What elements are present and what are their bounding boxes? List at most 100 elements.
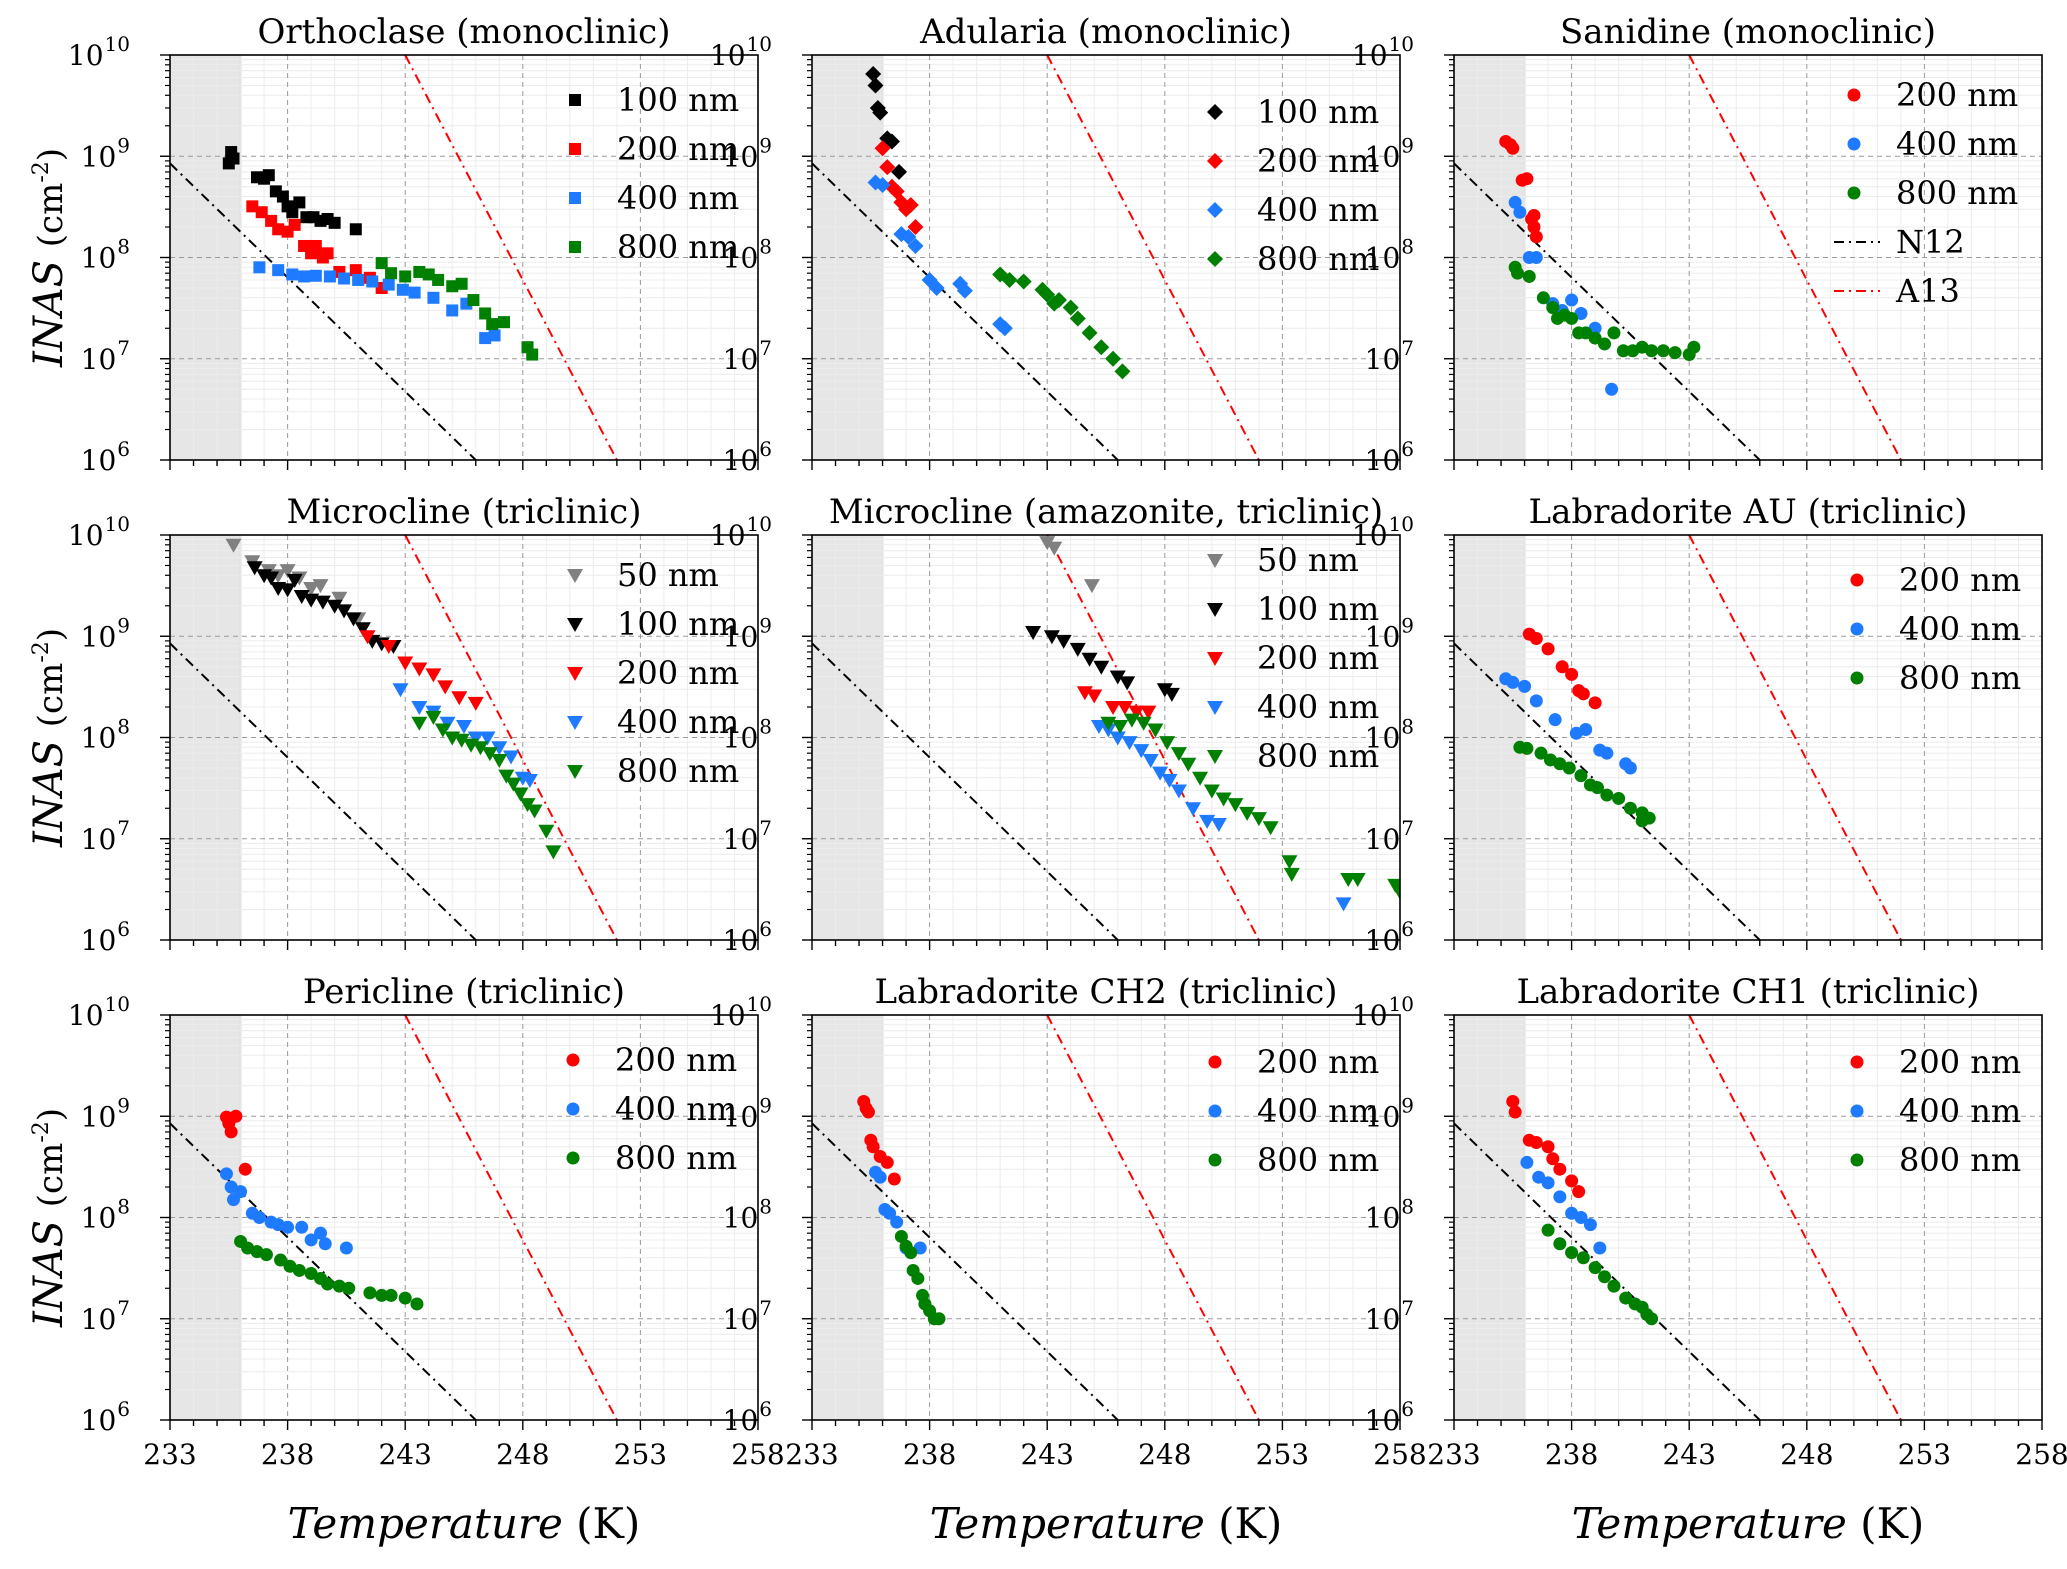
panel-title: Sanidine (monoclinic)	[1560, 12, 1936, 52]
legend-marker-200-nm	[1208, 1055, 1222, 1069]
data-points	[1506, 1094, 1659, 1326]
legend: 200 nm 400 nm 800 nm N12 A13	[1834, 76, 2018, 310]
data-point	[467, 696, 484, 711]
x-tick-label: 248	[1138, 1438, 1191, 1471]
data-point	[262, 169, 275, 182]
panel-title: Labradorite CH1 (triclinic)	[1516, 972, 1979, 1012]
legend-marker-400-nm	[1850, 622, 1864, 636]
series-100-nm	[865, 65, 908, 180]
legend-label: 200 nm	[1257, 142, 1379, 180]
data-point	[1135, 716, 1152, 731]
y-axis-label: INAS (cm-2)	[26, 148, 72, 368]
x-ticks	[811, 940, 1401, 950]
data-point	[1572, 684, 1586, 698]
data-point	[491, 741, 508, 756]
data-point	[363, 1286, 377, 1300]
data-point	[1508, 195, 1522, 209]
legend-label: N12	[1896, 223, 1965, 261]
data-point	[887, 1172, 901, 1186]
data-point	[408, 286, 421, 299]
y-ticks	[802, 54, 812, 461]
x-tick-label: 253	[614, 1438, 667, 1471]
legend: 100 nm 200 nm 400 nm 800 nm	[569, 81, 739, 266]
legend-label: 200 nm	[1899, 561, 2021, 599]
data-points	[865, 65, 1131, 380]
y-tick-exponent: 7	[759, 816, 772, 840]
data-point	[883, 133, 900, 150]
legend-label: 400 nm	[1899, 1092, 2021, 1130]
y-tick-exponent: 6	[117, 437, 130, 461]
y-axis-label: INAS (cm-2)	[26, 1108, 72, 1328]
x-ticks	[1453, 940, 2043, 950]
series-800-nm	[411, 710, 562, 860]
x-tick-label: 243	[378, 1438, 431, 1471]
reference-lines	[1454, 1015, 1902, 1420]
data-point	[1506, 675, 1520, 689]
data-point	[321, 1277, 335, 1291]
y-tick-label: 106	[723, 1397, 772, 1437]
data-point	[488, 329, 501, 342]
y-tick-exponent: 8	[1401, 715, 1414, 739]
data-point	[1541, 1223, 1555, 1237]
data-point	[1506, 141, 1520, 155]
data-point	[279, 564, 296, 579]
n12-line	[170, 642, 477, 940]
series-400-nm	[219, 1167, 353, 1255]
a13-line	[1688, 1015, 1902, 1420]
legend-marker-400-nm	[1207, 202, 1223, 218]
data-point	[338, 272, 351, 285]
data-point	[1529, 694, 1543, 708]
y-tick-exponent: 10	[1389, 512, 1414, 536]
data-point	[1607, 326, 1621, 340]
data-point	[303, 581, 320, 596]
data-point	[1579, 722, 1593, 736]
data-point	[272, 264, 285, 277]
x-axis-label-main: Temperature	[288, 1499, 577, 1548]
y-tick-exponent: 9	[1401, 1093, 1414, 1117]
data-point	[1105, 701, 1122, 716]
y-axis-label-close: )	[31, 148, 71, 161]
y-tick-exponent: 8	[759, 715, 772, 739]
legend-marker-800-nm	[569, 241, 581, 253]
data-point	[1283, 867, 1300, 882]
data-point	[1392, 885, 1400, 900]
series-400-nm	[1090, 719, 1352, 912]
a13-line	[1688, 55, 1902, 460]
legend-label: A13	[1895, 272, 1960, 310]
panel-title: Microcline (amazonite, triclinic)	[829, 492, 1383, 532]
data-point	[1119, 676, 1136, 691]
data-point	[1598, 1270, 1612, 1284]
y-tick-exponent: 8	[759, 235, 772, 259]
data-point	[1576, 1251, 1590, 1265]
data-point	[900, 228, 917, 245]
data-point	[455, 277, 468, 290]
y-tick-exponent: 6	[1401, 1397, 1414, 1421]
x-tick-label: 248	[496, 1438, 549, 1471]
data-point	[1612, 791, 1626, 805]
x-axis-label-unit: (K)	[1218, 1499, 1282, 1548]
legend-marker-400-nm	[567, 716, 583, 730]
data-point	[1128, 705, 1145, 720]
data-point	[1687, 340, 1701, 354]
series-800-nm	[1100, 713, 1400, 900]
data-point	[1520, 741, 1534, 755]
data-point	[1159, 736, 1176, 751]
legend-label: 400 nm	[1257, 191, 1379, 229]
legend-marker-200-nm	[566, 1053, 580, 1067]
data-point	[907, 219, 924, 236]
legend-label: 100 nm	[617, 81, 739, 119]
x-tick-label: 238	[261, 1438, 314, 1471]
data-point	[1529, 1136, 1543, 1150]
data-point	[1593, 1241, 1607, 1255]
y-axis-label-exponent: -2	[29, 641, 54, 662]
legend-marker-200-nm	[569, 143, 581, 155]
legend-marker-800-nm	[1850, 1153, 1864, 1167]
y-axis-label-close: )	[31, 1108, 71, 1121]
data-point	[1025, 626, 1042, 641]
data-points	[857, 1094, 946, 1326]
series-800-nm	[1513, 740, 1656, 828]
data-point	[318, 1237, 332, 1251]
x-tick-label: 253	[1256, 1438, 1309, 1471]
reference-lines	[1454, 55, 1902, 460]
data-point	[1121, 736, 1138, 751]
